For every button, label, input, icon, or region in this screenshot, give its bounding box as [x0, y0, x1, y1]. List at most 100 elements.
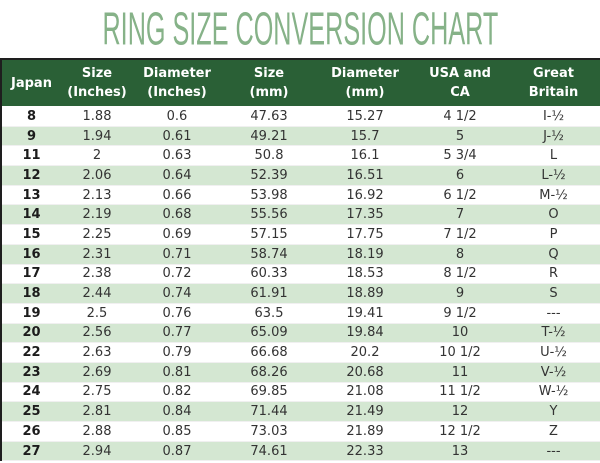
table-header-row: Japan Size (Inches) Diameter (Inches) Size (mm… [1, 59, 600, 107]
japan-size-cell: 11 [1, 145, 61, 167]
table-cell-size-mm: 52.39 [221, 165, 317, 186]
table-cell-great-britain: O [507, 204, 600, 226]
column-header-line: Size [81, 66, 113, 81]
table-cell-usa-and-ca: 4 1/2 [413, 106, 507, 127]
column-header-great-britain: Great Britain [507, 59, 600, 107]
table-cell-diameter-inches: 0.87 [133, 441, 221, 462]
table-cell-diameter-mm: 17.35 [317, 204, 413, 226]
table-cell-diameter-inches: 0.63 [133, 145, 221, 167]
table-cell-great-britain: V-½ [507, 362, 600, 383]
table-cell-usa-and-ca: 12 1/2 [413, 421, 507, 442]
table-cell-diameter-mm: 15.27 [317, 106, 413, 127]
table-cell-diameter-inches: 0.82 [133, 382, 221, 403]
title-bar: RING SIZE CONVERSION CHART [0, 0, 600, 58]
japan-size-cell: 26 [1, 421, 61, 442]
table-row-japan-9: 9 1.94 0.61 49.21 15.7 5 J-½ [1, 126, 600, 147]
japan-size-cell: 13 [1, 185, 61, 206]
table-cell-diameter-mm: 22.33 [317, 441, 413, 462]
column-header-japan: Japan [1, 59, 61, 107]
column-header-line: CA [450, 85, 470, 100]
table-cell-size-mm: 69.85 [221, 382, 317, 403]
column-header-size-inches: Size (Inches) [61, 59, 133, 107]
table-cell-great-britain: U-½ [507, 342, 600, 363]
column-header-size-mm: Size (mm) [221, 59, 317, 107]
table-cell-diameter-mm: 20.68 [317, 362, 413, 383]
table-row-japan-11: 11 2 0.63 50.8 16.1 5 3/4 L [1, 145, 600, 167]
japan-size-cell: 22 [1, 342, 61, 363]
japan-size-cell: 16 [1, 244, 61, 265]
japan-size-cell: 27 [1, 441, 61, 462]
table-cell-diameter-inches: 0.71 [133, 244, 221, 265]
table-cell-diameter-mm: 16.51 [317, 165, 413, 186]
table-cell-great-britain: T-½ [507, 323, 600, 344]
japan-size-cell: 9 [1, 126, 61, 147]
japan-size-cell: 19 [1, 303, 61, 324]
table-cell-usa-and-ca: 5 [413, 126, 507, 147]
table-cell-diameter-mm: 18.19 [317, 244, 413, 265]
table-cell-size-inches: 2.63 [61, 342, 133, 363]
table-cell-diameter-mm: 21.08 [317, 382, 413, 403]
table-cell-great-britain: L [507, 145, 600, 167]
japan-size-cell: 15 [1, 224, 61, 245]
table-row-japan-15: 15 2.25 0.69 57.15 17.75 7 1/2 P [1, 224, 600, 245]
table-cell-diameter-inches: 0.6 [133, 106, 221, 127]
table-cell-diameter-inches: 0.74 [133, 283, 221, 304]
table-cell-size-inches: 1.88 [61, 106, 133, 127]
table-row-japan-27: 27 2.94 0.87 74.61 22.33 13 --- [1, 441, 600, 462]
table-cell-size-mm: 66.68 [221, 342, 317, 363]
column-header-line: (mm) [345, 85, 385, 100]
table-cell-great-britain: R [507, 264, 600, 285]
table-cell-usa-and-ca: 12 [413, 401, 507, 422]
japan-size-cell: 12 [1, 165, 61, 186]
column-header-line: Diameter [331, 66, 399, 81]
table-cell-size-mm: 73.03 [221, 421, 317, 442]
table-cell-usa-and-ca: 10 1/2 [413, 342, 507, 363]
table-cell-diameter-inches: 0.61 [133, 126, 221, 147]
column-header-line: Great [533, 66, 574, 81]
table-cell-diameter-mm: 16.92 [317, 185, 413, 206]
column-header-diameter-inches: Diameter (Inches) [133, 59, 221, 107]
table-cell-size-inches: 2.88 [61, 421, 133, 442]
table-row-japan-19: 19 2.5 0.76 63.5 19.41 9 1/2 --- [1, 303, 600, 324]
table-cell-usa-and-ca: 11 [413, 362, 507, 383]
table-cell-diameter-inches: 0.64 [133, 165, 221, 186]
column-header-line: Size [253, 66, 285, 81]
japan-size-cell: 20 [1, 323, 61, 344]
table-row-japan-24: 24 2.75 0.82 69.85 21.08 11 1/2 W-½ [1, 382, 600, 403]
table-cell-size-inches: 2.5 [61, 303, 133, 324]
table-cell-size-mm: 55.56 [221, 204, 317, 226]
table-cell-size-mm: 60.33 [221, 264, 317, 285]
table-cell-diameter-mm: 19.84 [317, 323, 413, 344]
table-cell-great-britain: M-½ [507, 185, 600, 206]
table-cell-usa-and-ca: 6 [413, 165, 507, 186]
table-row-japan-13: 13 2.13 0.66 53.98 16.92 6 1/2 M-½ [1, 185, 600, 206]
table-cell-usa-and-ca: 9 [413, 283, 507, 304]
table-cell-diameter-mm: 21.49 [317, 401, 413, 422]
table-cell-diameter-mm: 20.2 [317, 342, 413, 363]
table-row-japan-14: 14 2.19 0.68 55.56 17.35 7 O [1, 204, 600, 226]
japan-size-cell: 23 [1, 362, 61, 383]
column-header-line: Britain [528, 85, 579, 100]
column-header-diameter-mm: Diameter (mm) [317, 59, 413, 107]
table-cell-great-britain: J-½ [507, 126, 600, 147]
column-header-line: (Inches) [147, 85, 207, 100]
table-cell-size-inches: 2.69 [61, 362, 133, 383]
table-cell-usa-and-ca: 7 1/2 [413, 224, 507, 245]
table-cell-great-britain: --- [507, 303, 600, 324]
table-header: Japan Size (Inches) Diameter (Inches) Size (mm… [1, 59, 600, 107]
table-cell-usa-and-ca: 7 [413, 204, 507, 226]
table-cell-size-mm: 49.21 [221, 126, 317, 147]
japan-size-cell: 17 [1, 264, 61, 285]
table-body: 8 1.88 0.6 47.63 15.27 4 1/2 I-½ 9 1.94 0.61 49.21… [1, 106, 600, 462]
table-cell-diameter-inches: 0.76 [133, 303, 221, 324]
japan-size-cell: 18 [1, 283, 61, 304]
table-cell-usa-and-ca: 8 [413, 244, 507, 265]
japan-size-cell: 25 [1, 401, 61, 422]
table-cell-size-mm: 57.15 [221, 224, 317, 245]
table-cell-size-inches: 2.75 [61, 382, 133, 403]
column-header-line: Japan [11, 75, 52, 91]
table-row-japan-16: 16 2.31 0.71 58.74 18.19 8 Q [1, 244, 600, 265]
table-cell-usa-and-ca: 11 1/2 [413, 382, 507, 403]
table-cell-diameter-inches: 0.66 [133, 185, 221, 206]
ring-size-conversion-table: Japan Size (Inches) Diameter (Inches) Size (mm… [0, 58, 600, 462]
